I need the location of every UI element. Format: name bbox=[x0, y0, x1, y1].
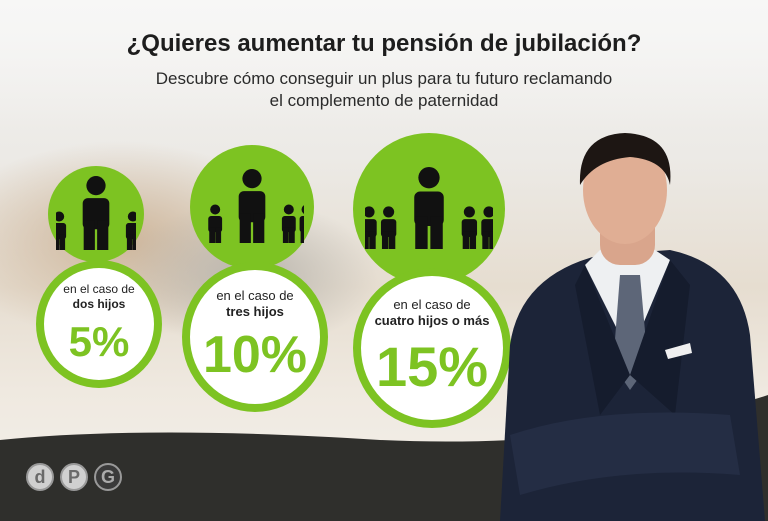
case-prefix: en el caso de bbox=[63, 281, 135, 296]
family-icon-circle bbox=[190, 145, 314, 269]
subtitle-line: el complemento de paternidad bbox=[269, 91, 499, 110]
case-percent: 5% bbox=[68, 317, 130, 365]
child-figure bbox=[208, 204, 223, 243]
lawyer-portrait bbox=[500, 133, 765, 521]
subtitle-line: Descubre cómo conseguir un plus para tu … bbox=[155, 69, 613, 88]
dpg-logo: d P G bbox=[26, 463, 122, 491]
case-circle-two-children: en el caso de dos hijos 5% bbox=[36, 260, 162, 388]
child-figure bbox=[299, 205, 304, 243]
family-two-children-icon bbox=[56, 176, 136, 250]
parent-figure bbox=[82, 176, 110, 250]
child-figure bbox=[365, 206, 377, 249]
family-icon-circle bbox=[48, 166, 144, 262]
page-title: ¿Quieres aumentar tu pensión de jubilaci… bbox=[126, 30, 642, 57]
family-four-children-icon bbox=[365, 167, 493, 249]
case-circle-four-children: en el caso de cuatro hijos o más 15% bbox=[353, 268, 511, 428]
page-subtitle: Descubre cómo conseguir un plus para tu … bbox=[0, 68, 768, 112]
family-icon-circle bbox=[353, 133, 505, 285]
parent-figure bbox=[238, 169, 266, 243]
parent-figure bbox=[414, 167, 444, 249]
case-prefix: en el caso de bbox=[393, 296, 471, 312]
child-figure bbox=[380, 206, 397, 249]
child-figure bbox=[481, 206, 493, 249]
case-children: dos hijos bbox=[72, 296, 126, 311]
case-percent: 10% bbox=[202, 326, 308, 385]
logo-letter: G bbox=[94, 463, 122, 491]
child-figure bbox=[56, 211, 67, 250]
case-percent: 15% bbox=[375, 334, 489, 398]
case-children: tres hijos bbox=[226, 304, 284, 320]
logo-letter: P bbox=[60, 463, 88, 491]
background-blur bbox=[0, 0, 768, 130]
child-figure bbox=[125, 211, 136, 250]
family-three-children-icon bbox=[208, 169, 304, 243]
child-figure bbox=[461, 206, 478, 249]
case-children: cuatro hijos o más bbox=[374, 312, 490, 328]
child-figure bbox=[281, 204, 296, 243]
case-circle-three-children: en el caso de tres hijos 10% bbox=[182, 262, 328, 412]
logo-letter: d bbox=[26, 463, 54, 491]
case-prefix: en el caso de bbox=[216, 288, 294, 304]
